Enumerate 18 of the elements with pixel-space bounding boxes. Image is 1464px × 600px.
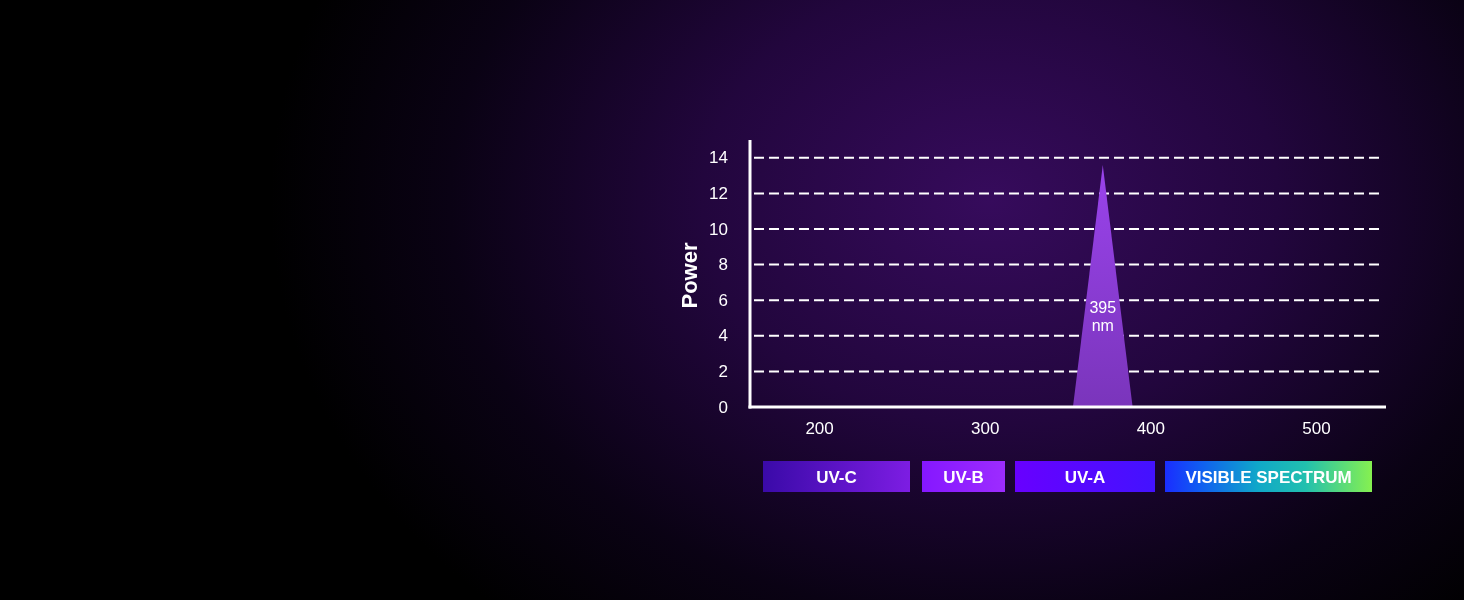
text: UV-A: [1064, 468, 1106, 487]
y-tick-label: 4: [718, 326, 728, 346]
y-axis-title: Power: [676, 242, 702, 309]
y-tick-label: 0: [718, 397, 728, 417]
y-tick-label: 14: [709, 148, 728, 168]
x-tick-label: 300: [971, 418, 1000, 438]
y-tick-label: 8: [718, 255, 728, 275]
y-tick-label: 6: [718, 290, 728, 310]
text: UV-B: [943, 468, 984, 487]
y-tick-label: 10: [709, 219, 728, 239]
x-tick-label: 200: [805, 418, 834, 438]
x-tick-label: 400: [1136, 418, 1165, 438]
text: VISIBLE SPECTRUM: [1185, 468, 1352, 487]
y-tick-label: 2: [718, 361, 728, 381]
x-tick-label: 500: [1302, 418, 1331, 438]
y-tick-label: 12: [709, 183, 728, 203]
annotation: 395 nm: [1089, 298, 1117, 334]
text: UV-C: [816, 468, 857, 487]
